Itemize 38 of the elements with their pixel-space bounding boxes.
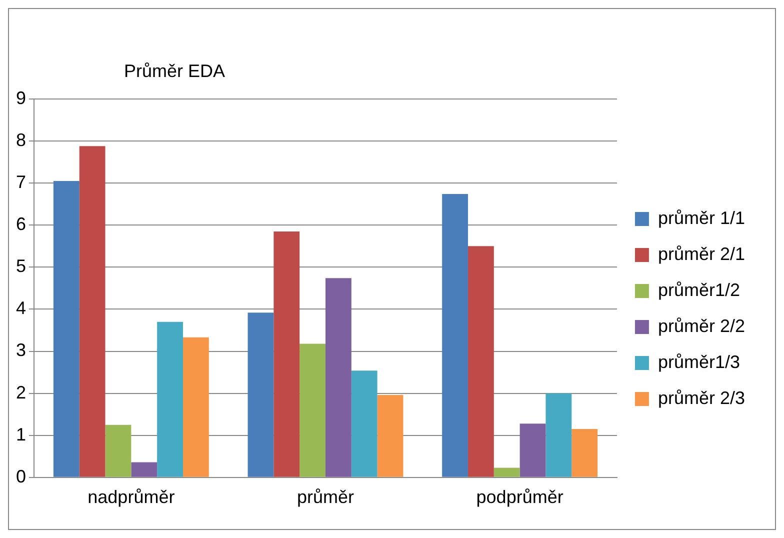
bar	[53, 180, 80, 477]
legend-label: průměr 1/1	[658, 208, 746, 228]
legend-label: průměr 2/3	[658, 388, 746, 408]
y-tick-label: 5	[16, 256, 26, 276]
legend-label: průměr1/3	[658, 352, 740, 372]
y-tick-label: 7	[16, 172, 26, 192]
bar	[274, 231, 300, 477]
legend-label: průměr 2/1	[658, 244, 746, 264]
x-tick-label: průměr	[296, 487, 354, 508]
y-tick-label: 3	[16, 340, 26, 360]
y-tick-label: 1	[16, 424, 26, 444]
bar	[325, 278, 352, 477]
bar	[520, 424, 546, 477]
bar	[377, 394, 404, 477]
bar	[131, 462, 158, 477]
bar	[79, 146, 106, 477]
bar	[105, 424, 132, 477]
bar	[442, 194, 468, 477]
y-tick-label: 6	[16, 214, 26, 234]
y-tick-label: 9	[16, 88, 26, 108]
bar	[351, 370, 378, 477]
y-tick-label: 0	[16, 466, 26, 486]
x-tick-label: podprůměr	[476, 487, 564, 508]
bar	[182, 337, 209, 477]
y-tick-label: 2	[16, 382, 26, 402]
bar	[468, 246, 494, 477]
x-tick-label: nadprůměr	[88, 487, 175, 508]
y-tick-label: 8	[16, 130, 26, 150]
legend-label: průměr 2/2	[658, 316, 746, 336]
bar	[572, 429, 598, 477]
chart-title: Průměr EDA	[124, 61, 226, 81]
bar	[157, 322, 183, 477]
legend-label: průměr1/2	[658, 280, 740, 300]
bar	[494, 468, 520, 477]
bar	[248, 312, 274, 477]
bar	[300, 344, 326, 477]
y-tick-label: 4	[16, 298, 26, 318]
bar	[546, 393, 572, 477]
